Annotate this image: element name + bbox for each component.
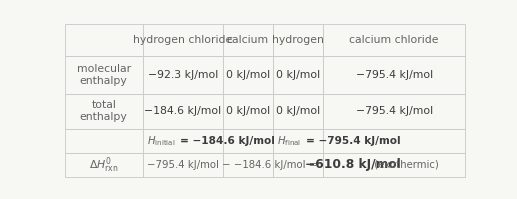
Bar [65, 153, 143, 177]
Bar [273, 94, 323, 129]
Bar [65, 24, 143, 56]
Bar [223, 94, 273, 129]
Text: $\mathit{H}_{\mathrm{final}}$: $\mathit{H}_{\mathrm{final}}$ [277, 134, 301, 148]
Bar [323, 94, 465, 129]
Bar [323, 24, 465, 56]
Text: molecular
enthalpy: molecular enthalpy [77, 64, 131, 86]
Bar [143, 56, 223, 94]
Text: $\Delta H^0_\mathrm{rxn}$: $\Delta H^0_\mathrm{rxn}$ [89, 155, 118, 175]
Bar [143, 153, 223, 177]
Text: −92.3 kJ/mol: −92.3 kJ/mol [148, 70, 218, 80]
Text: calcium: calcium [227, 35, 269, 45]
Bar [143, 24, 223, 56]
Bar [323, 153, 465, 177]
Bar [223, 24, 273, 56]
Bar [143, 129, 223, 153]
Text: 0 kJ/mol: 0 kJ/mol [226, 70, 270, 80]
Text: 0 kJ/mol: 0 kJ/mol [226, 106, 270, 116]
Text: −795.4 kJ/mol: −795.4 kJ/mol [356, 106, 433, 116]
Text: hydrogen: hydrogen [272, 35, 324, 45]
Text: calcium chloride: calcium chloride [349, 35, 439, 45]
Text: = −795.4 kJ/mol: = −795.4 kJ/mol [306, 136, 401, 146]
Bar [223, 153, 273, 177]
Text: 0 kJ/mol: 0 kJ/mol [276, 106, 320, 116]
Text: −184.6 kJ/mol: −184.6 kJ/mol [144, 106, 221, 116]
Bar [143, 94, 223, 129]
Bar [323, 56, 465, 94]
Bar [65, 129, 143, 153]
Bar [273, 153, 323, 177]
Text: 0 kJ/mol: 0 kJ/mol [276, 70, 320, 80]
Text: −610.8 kJ/mol: −610.8 kJ/mol [305, 158, 401, 171]
Bar [223, 129, 273, 153]
Text: −795.4 kJ/mol − −184.6 kJ/mol =: −795.4 kJ/mol − −184.6 kJ/mol = [147, 160, 320, 170]
Bar [65, 56, 143, 94]
Text: −795.4 kJ/mol: −795.4 kJ/mol [356, 70, 433, 80]
Text: (exothermic): (exothermic) [371, 160, 439, 170]
Text: hydrogen chloride: hydrogen chloride [133, 35, 233, 45]
Text: total
enthalpy: total enthalpy [80, 100, 128, 122]
Bar [273, 24, 323, 56]
Bar [223, 56, 273, 94]
Bar [65, 94, 143, 129]
Text: = −184.6 kJ/mol: = −184.6 kJ/mol [179, 136, 275, 146]
Bar [323, 129, 465, 153]
Bar [273, 56, 323, 94]
Bar [273, 129, 323, 153]
Text: $\mathit{H}_{\mathrm{initial}}$: $\mathit{H}_{\mathrm{initial}}$ [147, 134, 175, 148]
